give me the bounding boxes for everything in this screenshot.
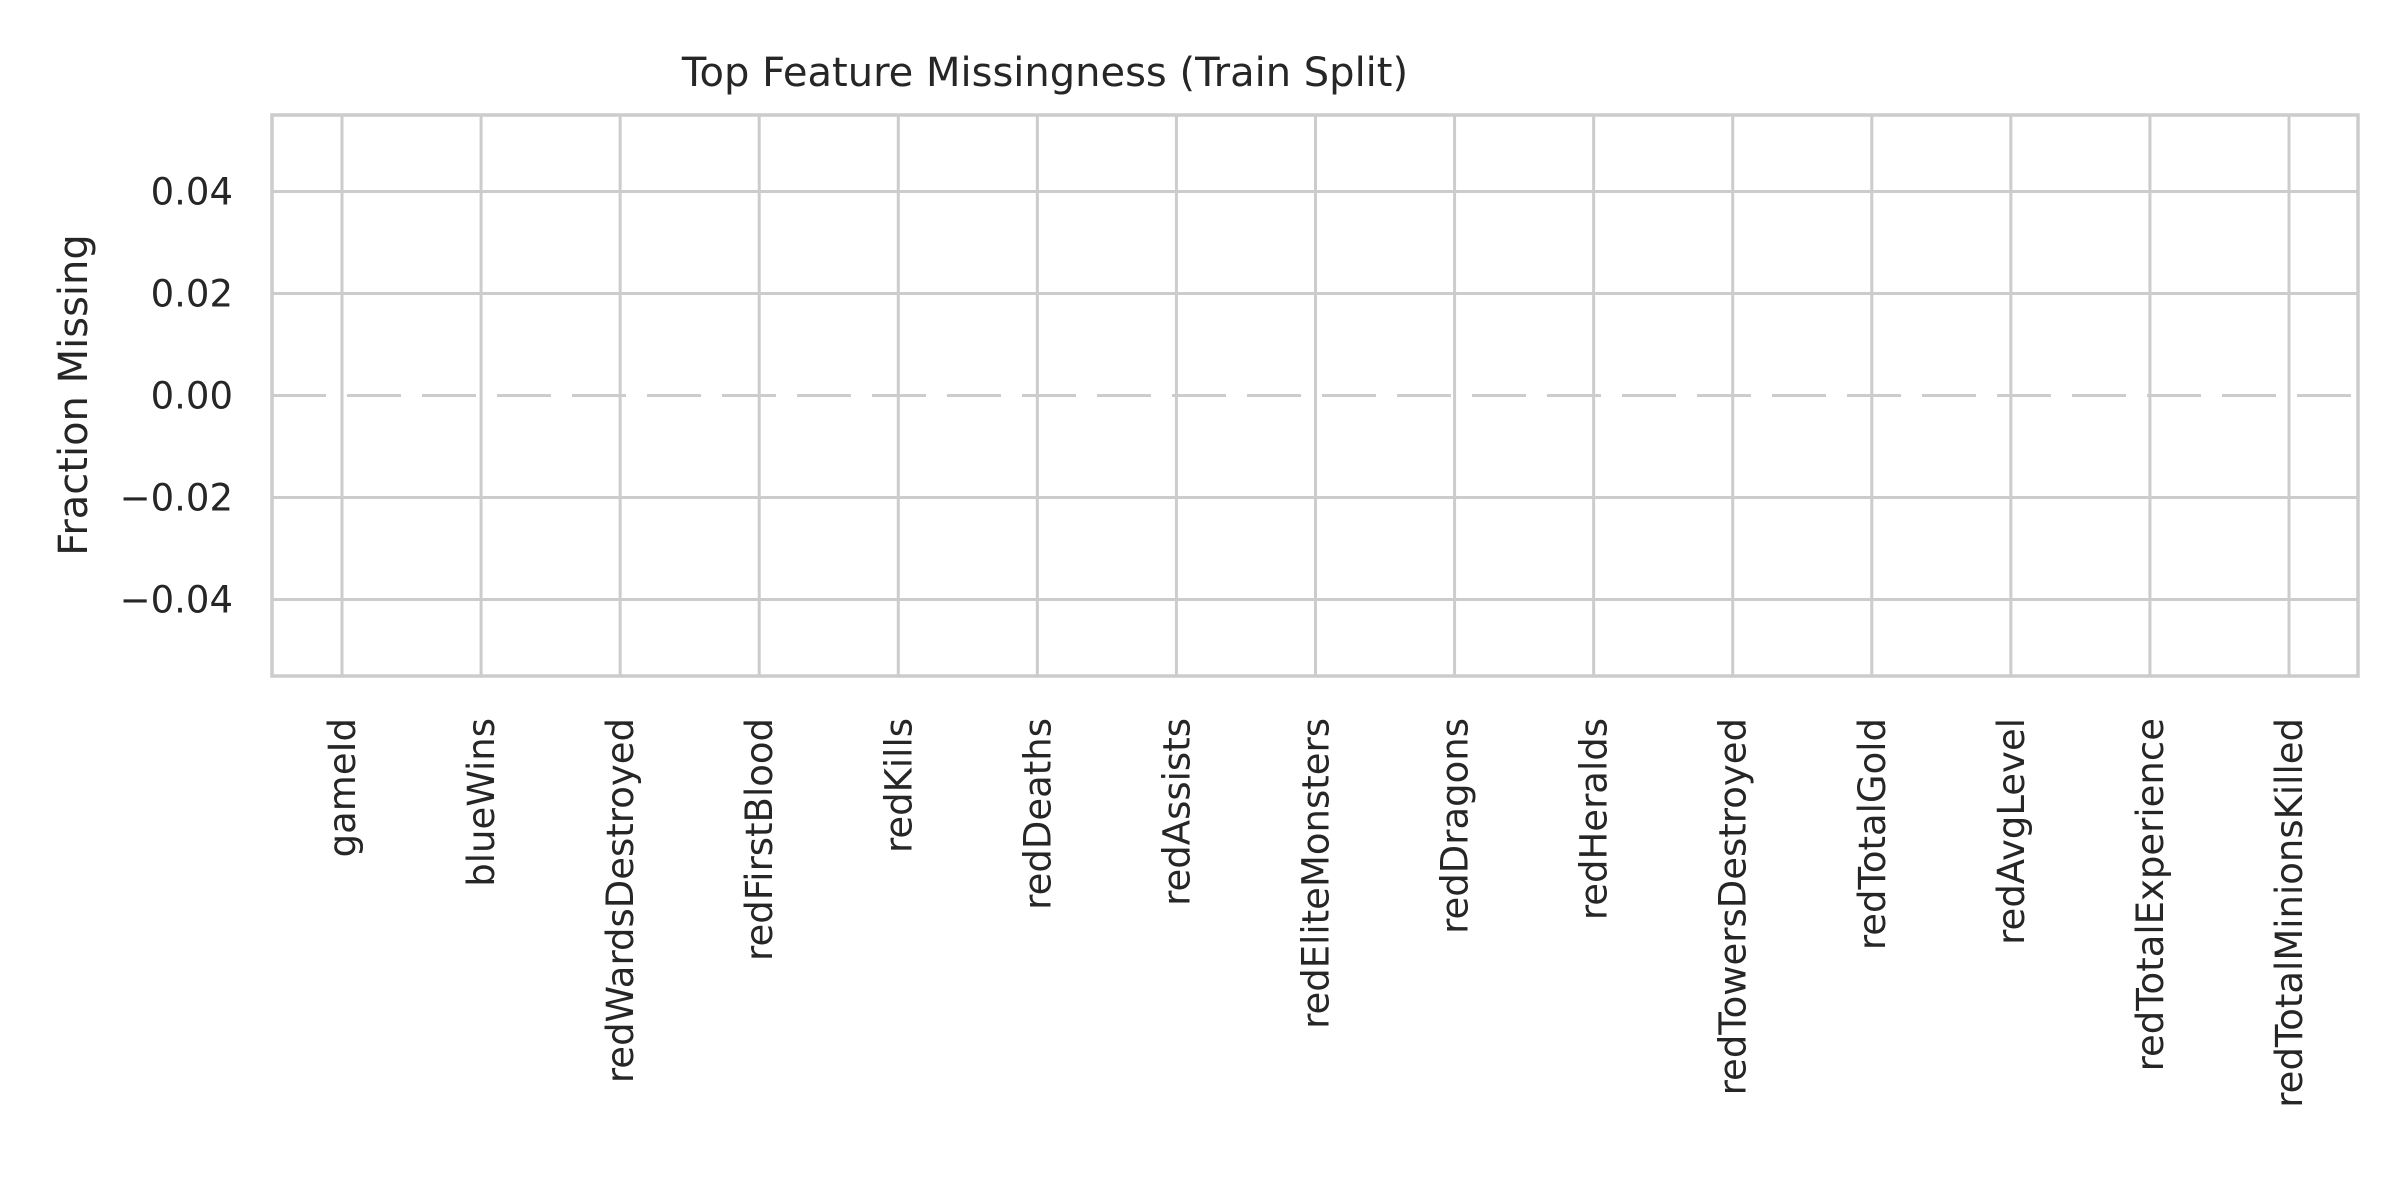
x-tick-label: blueWins <box>460 718 503 887</box>
y-tick-label: 0.04 <box>151 171 233 214</box>
x-tick-label: gameId <box>321 718 364 857</box>
x-tick-label: redEliteMonsters <box>1295 718 1338 1029</box>
x-tick-label: redDragons <box>1434 718 1477 934</box>
x-tick-label: redHeralds <box>1573 718 1616 920</box>
x-tick-label: redAssists <box>1155 718 1198 906</box>
x-tick-label: redTotalGold <box>1851 718 1894 950</box>
y-tick-labels: −0.04 −0.02 0.00 0.02 0.04 <box>120 171 233 622</box>
y-tick-label: −0.02 <box>120 477 233 520</box>
chart-title: Top Feature Missingness (Train Split) <box>681 50 1408 96</box>
y-tick-label: −0.04 <box>120 579 233 622</box>
x-tick-label: redTotalMinionsKilled <box>2268 718 2311 1108</box>
y-tick-label: 0.00 <box>151 375 233 418</box>
x-tick-label: redWardsDestroyed <box>599 718 642 1083</box>
plot-frame <box>270 113 2360 678</box>
x-tick-label: redTowersDestroyed <box>1712 718 1755 1095</box>
y-axis-label: Fraction Missing <box>51 234 97 556</box>
x-tick-label: redFirstBlood <box>738 718 781 961</box>
y-tick-label: 0.02 <box>151 273 233 316</box>
x-tick-label: redTotalExperience <box>2129 718 2172 1071</box>
x-tick-label: redAvgLevel <box>1990 718 2033 945</box>
x-tick-labels: gameId blueWins redWardsDestroyed redFirstB… <box>321 718 2311 1108</box>
x-tick-label: redKills <box>877 718 920 853</box>
x-gridlines <box>340 115 2291 676</box>
x-tick-label: redDeaths <box>1016 718 1059 910</box>
